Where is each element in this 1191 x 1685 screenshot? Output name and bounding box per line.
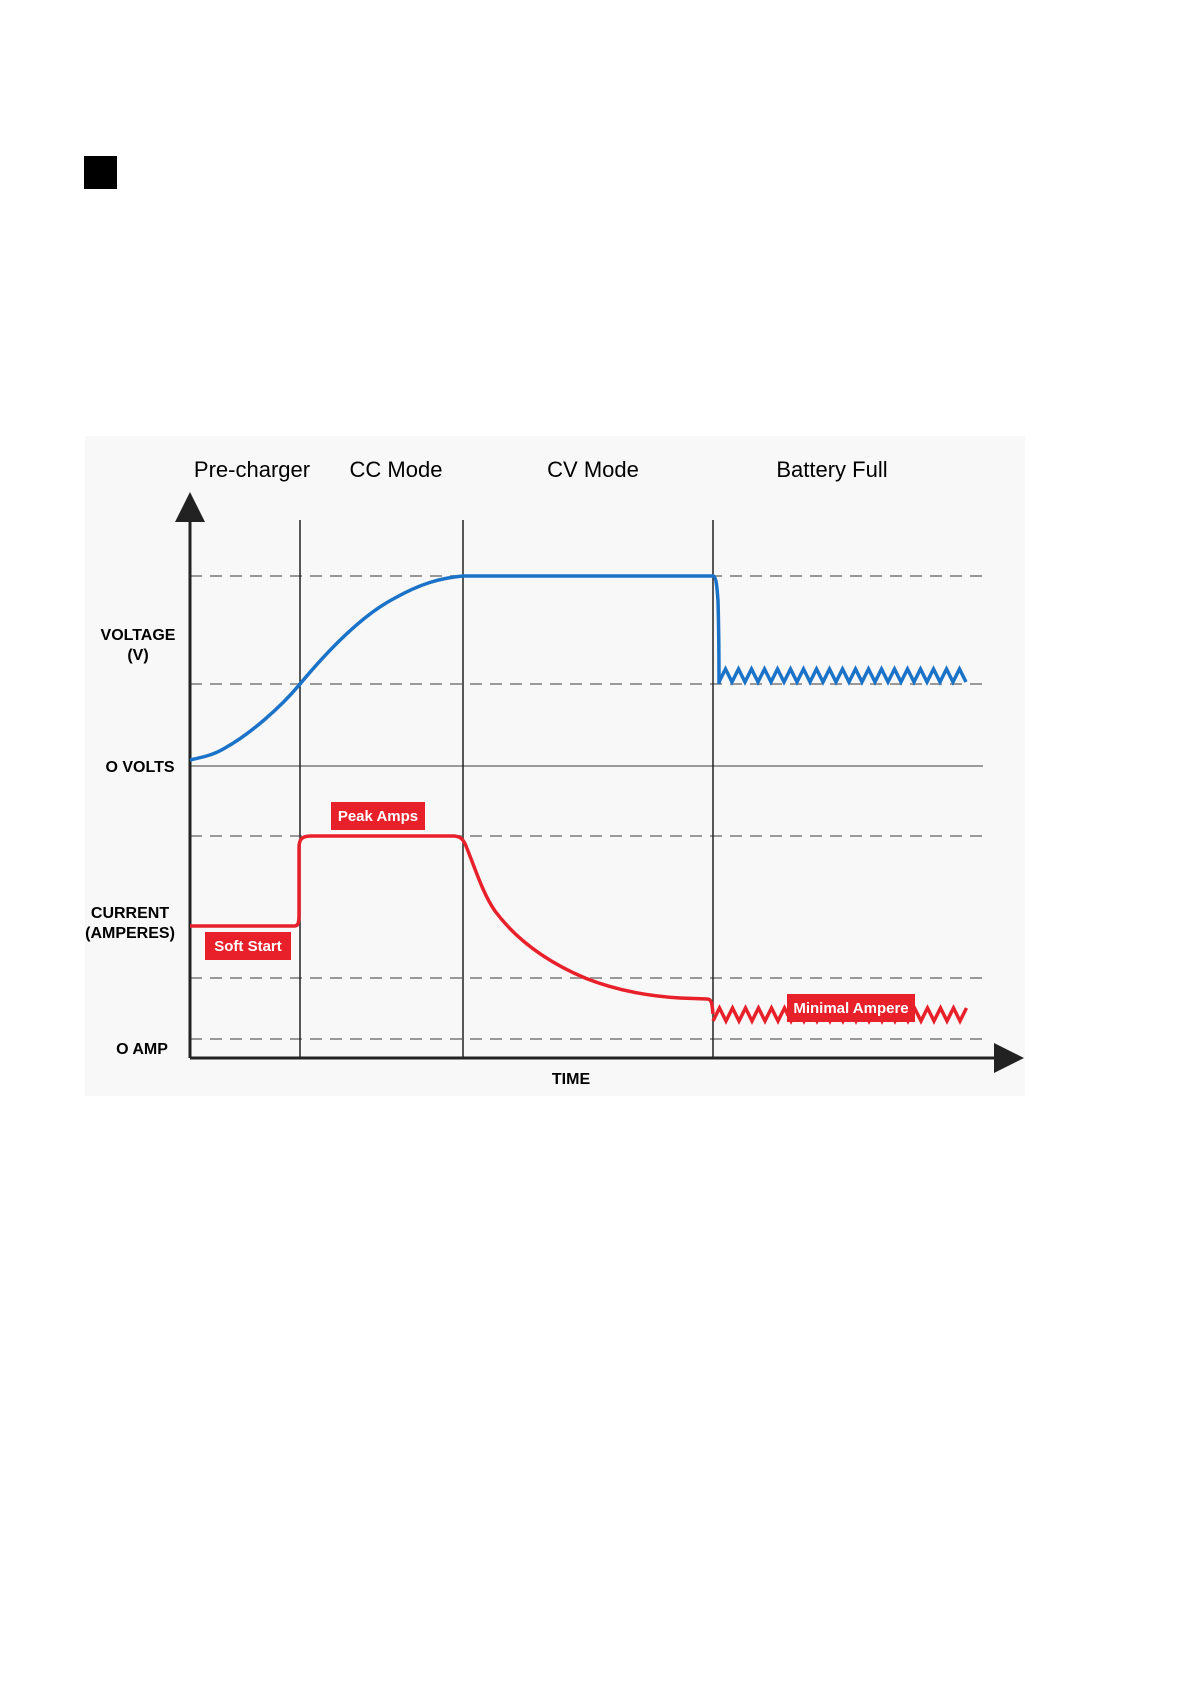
charging-diagram: Pre-charger CC Mode CV Mode Battery Full <box>85 436 1025 1096</box>
peak-amps-tag-background <box>331 802 425 830</box>
phase-separators <box>299 520 714 1058</box>
soft-start-tag-background <box>205 932 291 960</box>
time-axis-label: TIME <box>552 1071 591 1088</box>
soft-start-tag-text: Soft Start <box>214 938 282 955</box>
current-curve <box>190 834 715 1015</box>
current-axis-label: CURRENT <box>91 905 169 922</box>
voltage-axis-label: VOLTAGE <box>101 627 176 644</box>
minimal-ampere-tag-text: Minimal Ampere <box>793 1000 908 1017</box>
current-unit-label: (AMPERES) <box>85 925 175 942</box>
zero-amp-label: O AMP <box>116 1041 168 1058</box>
phase-label-cv-mode: CV Mode <box>547 457 639 482</box>
phase-label-pre-charger: Pre-charger <box>194 457 310 482</box>
phase-label-battery-full: Battery Full <box>776 457 887 482</box>
corner-square-marker <box>84 156 117 189</box>
minimal-ampere-tag-background <box>787 994 915 1022</box>
phase-label-cc-mode: CC Mode <box>350 457 443 482</box>
voltage-unit-label: (V) <box>127 647 148 664</box>
peak-amps-tag: Peak Amps <box>331 802 425 830</box>
soft-start-tag: Soft Start <box>205 932 291 960</box>
minimal-ampere-tag: Minimal Ampere <box>787 994 915 1022</box>
zero-volts-label: O VOLTS <box>105 759 174 776</box>
reference-dashed-lines <box>190 575 983 1040</box>
charging-diagram-svg: Pre-charger CC Mode CV Mode Battery Full <box>85 457 1024 1088</box>
voltage-curve <box>189 574 721 762</box>
peak-amps-tag-text: Peak Amps <box>338 808 418 825</box>
voltage-ripple-waveform <box>717 665 968 686</box>
